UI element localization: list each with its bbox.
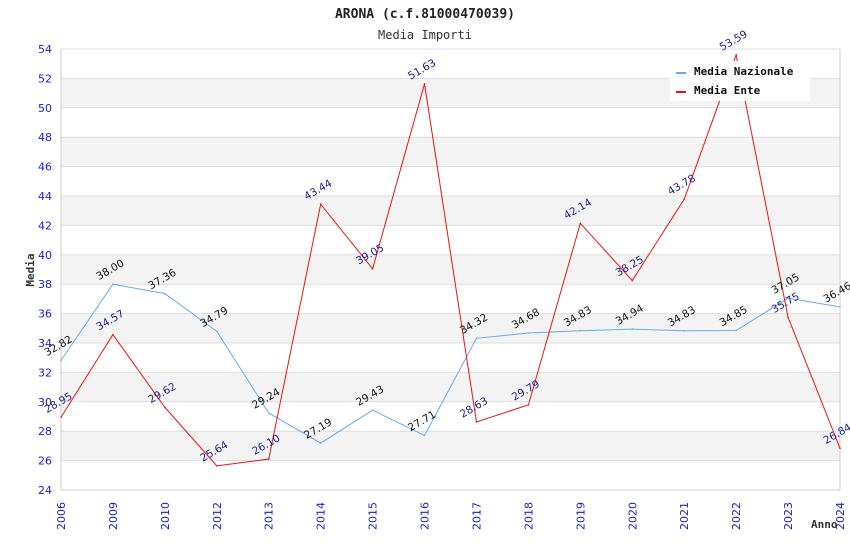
grid-band xyxy=(61,196,840,226)
data-point xyxy=(267,412,270,414)
data-point xyxy=(683,329,685,332)
data-point xyxy=(423,83,426,85)
legend-swatch-media-nazionale xyxy=(676,72,686,74)
data-point xyxy=(371,409,374,411)
x-tick-label: 2014 xyxy=(315,502,328,530)
y-tick-label: 26 xyxy=(38,455,52,468)
legend-box xyxy=(670,61,810,101)
y-tick-label: 36 xyxy=(38,308,52,321)
legend-label-media-ente: Media Ente xyxy=(694,84,761,97)
data-point xyxy=(787,297,789,299)
y-tick-label: 50 xyxy=(38,102,52,115)
x-tick-label: 2019 xyxy=(574,502,587,530)
data-point xyxy=(60,359,62,362)
data-label: 28.95 xyxy=(43,390,75,415)
grid-band xyxy=(61,431,840,461)
data-label: 27.71 xyxy=(406,409,438,434)
y-tick-label: 32 xyxy=(38,366,52,379)
y-tick-label: 24 xyxy=(38,484,52,497)
series-lines xyxy=(60,53,841,467)
x-tick-label: 2017 xyxy=(470,502,483,530)
data-point xyxy=(735,329,737,332)
y-tick-label: 28 xyxy=(38,425,52,438)
legend-swatch-media-ente xyxy=(676,91,686,93)
data-point xyxy=(579,329,582,332)
data-point xyxy=(631,279,634,282)
data-point xyxy=(60,416,62,419)
grid-band xyxy=(61,313,840,343)
data-point xyxy=(267,458,270,460)
x-tick-label: 2018 xyxy=(522,502,535,530)
series-line-media-ente xyxy=(60,53,841,467)
x-tick-labels: 2006 2009 2010 2012 2013 2014 2015 2016 2017 2018… xyxy=(55,502,847,530)
data-point xyxy=(579,222,582,225)
y-tick-label: 46 xyxy=(38,161,52,174)
y-tick-label: 34 xyxy=(38,337,52,350)
x-tick-label: 2023 xyxy=(782,502,795,530)
y-axis-label: Media xyxy=(24,253,37,286)
data-point xyxy=(527,404,530,406)
x-tick-label: 2021 xyxy=(678,502,691,530)
data-point xyxy=(423,434,426,437)
y-tick-label: 40 xyxy=(38,249,52,262)
grid-bands xyxy=(61,78,840,461)
data-point xyxy=(216,465,218,467)
data-point xyxy=(527,332,530,334)
data-point xyxy=(112,333,114,336)
y-tick-label: 44 xyxy=(38,190,52,203)
x-tick-label: 2012 xyxy=(211,502,224,530)
x-tick-label: 2013 xyxy=(263,502,276,530)
y-tick-label: 42 xyxy=(38,219,52,232)
data-point xyxy=(475,337,478,340)
x-tick-label: 2022 xyxy=(730,502,743,530)
y-tick-label: 48 xyxy=(38,131,52,144)
legend-label-media-nazionale: Media Nazionale xyxy=(694,65,794,78)
y-tick-labels: 24 26 28 30 32 34 36 38 40 42 44 46 48 50 52 54 xyxy=(38,43,52,497)
legend: Media Nazionale Media Ente xyxy=(670,61,810,101)
x-tick-label: 2015 xyxy=(367,502,380,530)
data-point xyxy=(787,316,789,319)
data-point xyxy=(683,198,685,201)
chart-title: ARONA (c.f.81000470039) xyxy=(335,7,515,22)
x-tick-label: 2024 xyxy=(834,502,847,530)
y-tick-label: 38 xyxy=(38,278,52,291)
series-line-media-nazionale xyxy=(60,283,841,444)
data-point xyxy=(839,306,841,308)
data-point xyxy=(735,54,737,56)
data-point xyxy=(319,442,322,444)
data-point xyxy=(475,421,478,423)
grid-band xyxy=(61,254,840,285)
x-tick-label: 2016 xyxy=(419,502,432,530)
y-tick-label: 54 xyxy=(38,43,52,56)
data-label: 53.59 xyxy=(718,28,750,53)
data-point xyxy=(371,267,374,270)
x-tick-label: 2006 xyxy=(55,502,68,530)
data-point xyxy=(164,292,166,295)
x-tick-label: 2009 xyxy=(107,502,120,530)
data-point xyxy=(216,330,218,333)
data-point xyxy=(631,328,634,330)
y-tick-label: 30 xyxy=(38,396,52,409)
grid-band xyxy=(61,137,840,167)
data-point xyxy=(164,406,166,409)
x-tick-label: 2010 xyxy=(159,502,172,530)
x-axis-label: Anno xyxy=(811,518,838,531)
data-point xyxy=(319,203,322,206)
x-tick-label: 2020 xyxy=(626,502,639,530)
y-tick-label: 52 xyxy=(38,72,52,85)
chart-subtitle: Media Importi xyxy=(378,28,472,42)
data-label: 43.78 xyxy=(666,172,698,197)
data-point xyxy=(839,447,841,450)
data-point xyxy=(112,283,114,286)
